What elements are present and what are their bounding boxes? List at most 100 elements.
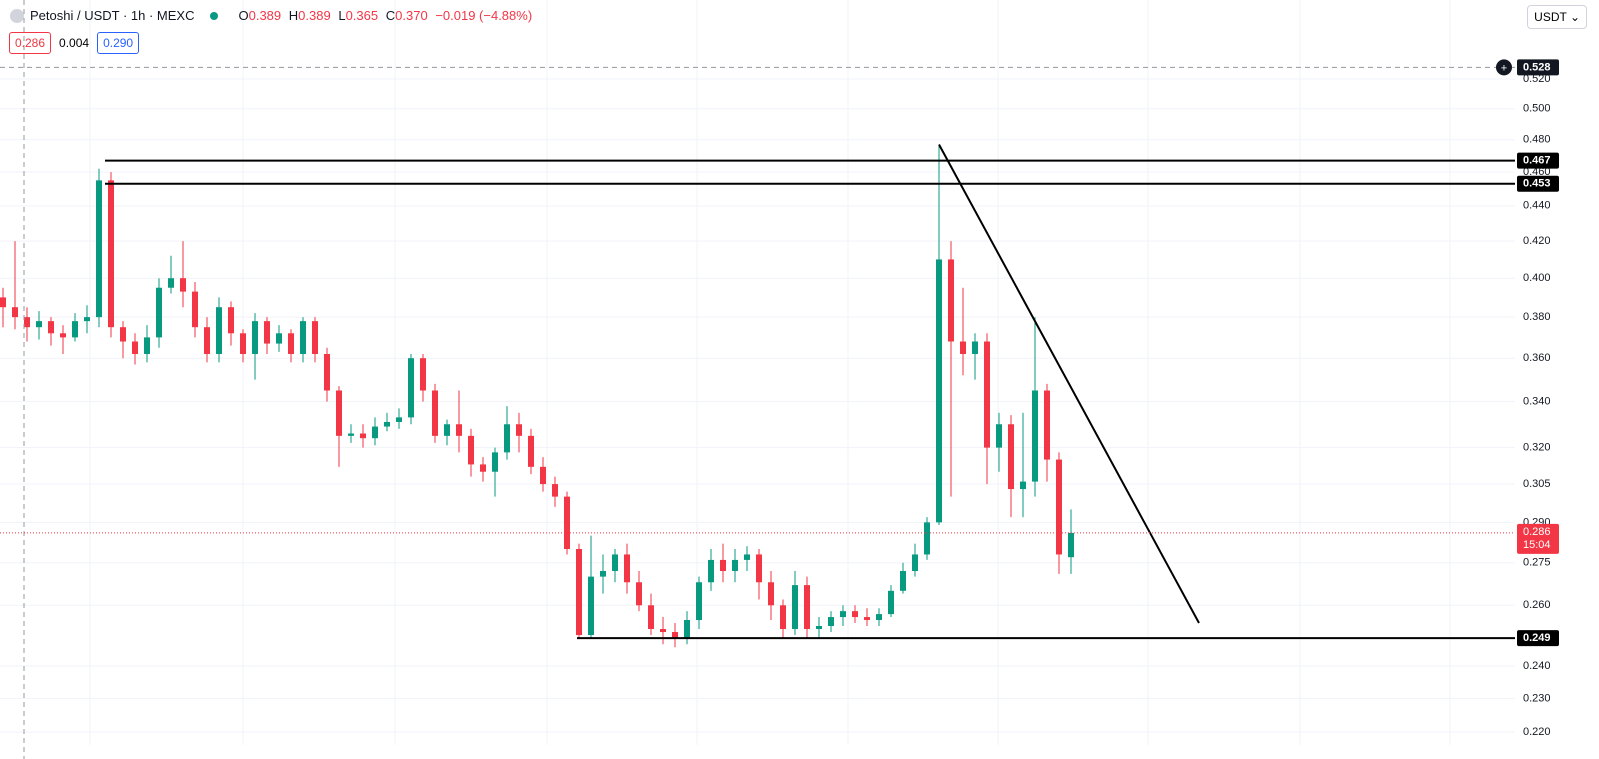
ohlc-key: L bbox=[338, 8, 346, 23]
ask[interactable]: 0.290 bbox=[97, 32, 140, 54]
candle-body bbox=[240, 333, 246, 354]
candle-body bbox=[540, 466, 546, 485]
candle-body bbox=[180, 278, 186, 292]
candle-body bbox=[528, 435, 534, 467]
candle-body bbox=[84, 317, 90, 322]
candle-body bbox=[72, 321, 78, 338]
symbol[interactable]: Petoshi / USDT · 1h · MEXC bbox=[30, 8, 195, 23]
candle-body bbox=[900, 571, 906, 591]
candle-body bbox=[516, 424, 522, 436]
add-alert-button[interactable] bbox=[1496, 59, 1512, 76]
y-tick-label: 0.440 bbox=[1523, 200, 1551, 212]
candle-body bbox=[564, 496, 570, 550]
candle-body bbox=[756, 554, 762, 583]
y-tick-label: 0.220 bbox=[1523, 726, 1551, 738]
candle-body bbox=[144, 337, 150, 354]
candle-body bbox=[624, 554, 630, 583]
candle-body bbox=[600, 571, 606, 577]
y-tick-label: 0.240 bbox=[1523, 660, 1551, 672]
candle-body bbox=[444, 424, 450, 436]
candle-body bbox=[744, 554, 750, 560]
candle-body bbox=[804, 585, 810, 630]
countdown: 15:04 bbox=[1523, 539, 1551, 551]
candle-body bbox=[132, 341, 138, 354]
y-tick-label: 0.360 bbox=[1523, 352, 1551, 364]
candle-body bbox=[684, 620, 690, 639]
candle-body bbox=[1068, 532, 1074, 558]
y-tick-label: 0.400 bbox=[1523, 272, 1551, 284]
candle-body bbox=[636, 582, 642, 606]
quote-row: 0.286 0.004 0.290 bbox=[9, 32, 140, 54]
change: −0.019 (−4.88%) bbox=[435, 8, 533, 23]
y-tick-label: 0.420 bbox=[1523, 235, 1551, 247]
level-label: 0.467 bbox=[1523, 155, 1551, 167]
candle-body bbox=[24, 317, 30, 328]
candle-body bbox=[708, 559, 714, 583]
candle-body bbox=[912, 554, 918, 572]
candle-body bbox=[480, 464, 486, 472]
candle-body bbox=[108, 180, 114, 328]
ohlc-key: H bbox=[288, 8, 299, 23]
last-price-bg bbox=[1517, 523, 1559, 554]
y-tick-label: 0.340 bbox=[1523, 395, 1551, 407]
candle-body bbox=[1044, 390, 1050, 460]
y-tick-label: 0.500 bbox=[1523, 103, 1551, 115]
candle-body bbox=[1020, 481, 1026, 490]
candle-body bbox=[792, 585, 798, 630]
candle-body bbox=[336, 390, 342, 436]
currency-select[interactable]: USDT ⌄ bbox=[1527, 5, 1587, 29]
candle-body bbox=[984, 341, 990, 448]
candle-body bbox=[12, 307, 18, 318]
candle-body bbox=[660, 629, 666, 633]
legend: Petoshi / USDT · 1h · MEXC O0.389 H0.389… bbox=[10, 8, 536, 23]
candle-body bbox=[432, 390, 438, 436]
status-dot bbox=[210, 11, 219, 20]
y-tick-label: 0.520 bbox=[1523, 73, 1551, 85]
trendline bbox=[938, 144, 1200, 624]
level-label-bg bbox=[1517, 175, 1559, 192]
candle-body bbox=[96, 180, 102, 318]
candle-body bbox=[348, 433, 354, 436]
candle-body bbox=[828, 617, 834, 627]
y-tick-label: 0.260 bbox=[1523, 599, 1551, 611]
candle-body bbox=[612, 554, 618, 572]
level-label-bg bbox=[1517, 152, 1559, 169]
candle-body bbox=[552, 484, 558, 497]
candle-body bbox=[816, 626, 822, 630]
candle-body bbox=[36, 321, 42, 328]
candle-body bbox=[300, 321, 306, 354]
y-tick-label: 0.320 bbox=[1523, 442, 1551, 454]
candle-body bbox=[192, 291, 198, 328]
candle-body bbox=[672, 632, 678, 639]
candle-body bbox=[264, 321, 270, 344]
candle-body bbox=[468, 435, 474, 465]
ohlc-value: 0.389 bbox=[248, 8, 282, 23]
candle-body bbox=[120, 327, 126, 342]
level-label-bg bbox=[1517, 630, 1559, 647]
ohlc-value: 0.365 bbox=[345, 8, 379, 23]
candle-body bbox=[60, 333, 66, 338]
candle-body bbox=[408, 358, 414, 418]
currency: USDT bbox=[1534, 10, 1567, 24]
bid[interactable]: 0.286 bbox=[9, 32, 52, 54]
candle-body bbox=[48, 321, 54, 334]
candle-body bbox=[504, 424, 510, 453]
symbol-icon bbox=[10, 8, 24, 23]
ohlc-key: C bbox=[385, 8, 396, 23]
candle-body bbox=[996, 424, 1002, 448]
candle-body bbox=[324, 353, 330, 391]
candle-body bbox=[960, 341, 966, 354]
candle-body bbox=[972, 341, 978, 354]
spread: 0.004 bbox=[59, 36, 90, 50]
y-tick-label: 0.460 bbox=[1523, 166, 1551, 178]
candle-body bbox=[888, 590, 894, 615]
candle-body bbox=[168, 278, 174, 288]
candle-body bbox=[276, 333, 282, 344]
candle-body bbox=[1056, 459, 1062, 555]
candle-body bbox=[288, 333, 294, 354]
candle-body bbox=[372, 426, 378, 439]
candle-body bbox=[648, 605, 654, 630]
candle-body bbox=[228, 307, 234, 334]
